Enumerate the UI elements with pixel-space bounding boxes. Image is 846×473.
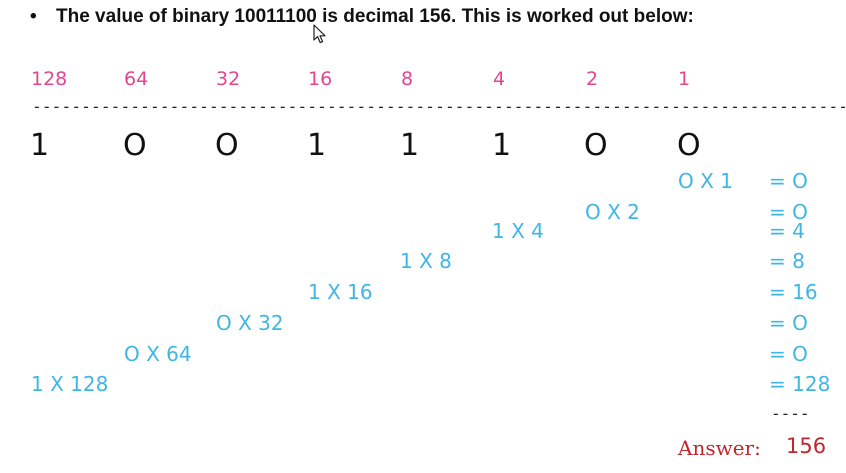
- working-step-64: O X 64: [124, 342, 192, 366]
- place-value-16: 16: [308, 68, 333, 90]
- place-value-128: 128: [31, 68, 68, 90]
- result-64: = O: [769, 342, 808, 366]
- answer-value: 156: [786, 434, 827, 458]
- binary-digit-7: O: [584, 128, 608, 163]
- place-value-8: 8: [401, 68, 414, 90]
- place-value-32: 32: [216, 68, 241, 90]
- heading: • The value of binary 10011100 is decimal…: [30, 6, 694, 28]
- working-step-32: O X 32: [216, 311, 284, 335]
- binary-digit-8: O: [677, 128, 701, 163]
- working-step-2: O X 2: [585, 200, 640, 224]
- binary-digit-6: 1: [492, 128, 512, 163]
- result-8: = 8: [769, 249, 805, 273]
- divider-line: ----------------------------------------…: [32, 97, 846, 116]
- sum-line: ----: [771, 404, 810, 423]
- result-32: = O: [769, 311, 808, 335]
- place-value-4: 4: [493, 68, 506, 90]
- binary-digit-4: 1: [307, 128, 327, 163]
- binary-digit-5: 1: [400, 128, 420, 163]
- working-step-128: 1 X 128: [31, 372, 109, 396]
- answer-label: Answer:: [678, 436, 761, 460]
- working-step-16: 1 X 16: [308, 280, 373, 304]
- mouse-pointer-icon: [313, 24, 326, 44]
- result-128: = 128: [769, 372, 831, 396]
- heading-text: The value of binary 10011100 is decimal …: [56, 6, 694, 27]
- result-16: = 16: [769, 280, 818, 304]
- working-step-4: 1 X 4: [492, 219, 544, 243]
- result-4: = 4: [769, 219, 805, 243]
- binary-digit-2: O: [123, 128, 147, 163]
- binary-digit-3: O: [215, 128, 239, 163]
- result-1: = O: [769, 169, 808, 193]
- binary-digit-1: 1: [30, 128, 50, 163]
- bullet: •: [30, 6, 37, 27]
- place-value-1: 1: [678, 68, 691, 90]
- working-step-1: O X 1: [678, 169, 733, 193]
- place-value-2: 2: [586, 68, 599, 90]
- result-2: = O: [769, 200, 808, 224]
- working-step-8: 1 X 8: [400, 249, 452, 273]
- place-value-64: 64: [124, 68, 149, 90]
